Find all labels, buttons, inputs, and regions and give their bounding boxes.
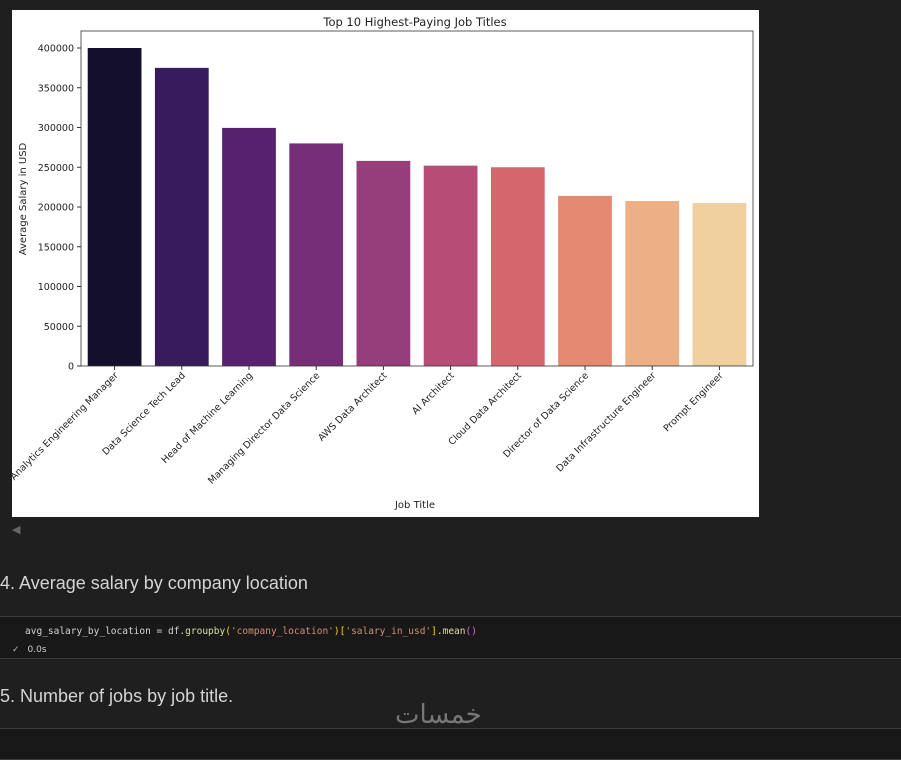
chart-svg: Top 10 Highest-Paying Job Titles Job Tit… xyxy=(8,15,754,511)
code-cell-4[interactable]: avg_salary_by_location = df.groupby('com… xyxy=(0,616,901,659)
y-tick-label: 50000 xyxy=(44,322,74,333)
heading-section-4: 4. Average salary by company location xyxy=(0,573,308,593)
bar xyxy=(692,203,747,366)
bar-chart: Top 10 Highest-Paying Job Titles Job Tit… xyxy=(8,10,759,517)
x-axis-label: Job Title xyxy=(394,500,435,511)
x-tick-label: Prompt Engineer xyxy=(662,370,726,434)
plot-frame xyxy=(80,30,754,367)
x-tick-label: Analytics Engineering Manager xyxy=(12,370,121,482)
chart-title: Top 10 Highest-Paying Job Titles xyxy=(322,15,506,29)
heading-section-5: 5. Number of jobs by job title. xyxy=(0,686,234,706)
bar xyxy=(558,195,612,366)
x-tick-label: AI Architect xyxy=(410,370,457,417)
bar xyxy=(625,201,680,366)
watermark-logo: خمسات xyxy=(395,700,482,730)
execution-status: ✓ 0.0s xyxy=(12,645,47,655)
y-tick-label: 300000 xyxy=(38,123,74,134)
y-axis-label: Average Salary in USD xyxy=(18,142,29,255)
y-tick-label: 100000 xyxy=(38,282,74,293)
bar xyxy=(289,143,344,366)
x-tick-label: Managing Director Data Science xyxy=(206,370,322,486)
y-tick-label: 350000 xyxy=(38,83,74,94)
x-tick-label: Cloud Data Architect xyxy=(447,370,525,448)
bar xyxy=(423,165,478,366)
bar xyxy=(87,48,142,366)
y-tick-label: 150000 xyxy=(38,242,74,253)
bar xyxy=(222,127,276,367)
code-line[interactable]: avg_salary_by_location = df.groupby('com… xyxy=(25,626,477,637)
output-collapse-icon[interactable]: ◀ xyxy=(12,523,21,536)
y-tick-label: 250000 xyxy=(38,163,74,174)
y-tick-label: 400000 xyxy=(38,44,74,55)
y-tick-label: 0 xyxy=(68,362,74,373)
bar xyxy=(154,67,209,366)
code-cell-5[interactable] xyxy=(0,728,901,760)
bar xyxy=(490,167,545,366)
check-icon: ✓ xyxy=(12,645,20,655)
bar xyxy=(356,160,411,366)
y-tick-label: 200000 xyxy=(38,203,74,214)
x-tick-label: AWS Data Architect xyxy=(316,370,390,444)
